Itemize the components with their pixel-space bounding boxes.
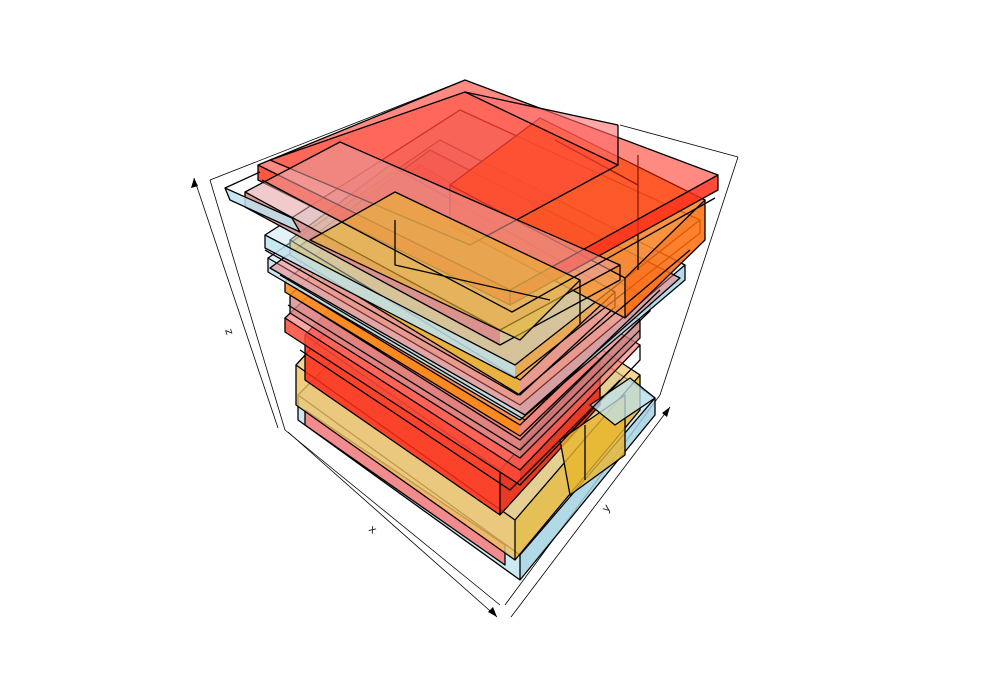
box-stack bbox=[224, 79, 719, 581]
frame-edge-left bbox=[209, 179, 286, 431]
box-right-blue-step bbox=[589, 377, 656, 426]
x-axis-line bbox=[287, 431, 498, 618]
x-axis-label: x bbox=[366, 522, 380, 536]
frame-edge-bottom-left bbox=[284, 429, 501, 606]
y-axis-arrow bbox=[662, 407, 670, 417]
box-top-blue bbox=[224, 171, 301, 233]
frame-edge-right bbox=[659, 156, 739, 396]
z-axis-line bbox=[193, 177, 279, 429]
strata-lines bbox=[261, 179, 716, 491]
frame-edge-top-right bbox=[619, 124, 739, 158]
y-axis-line bbox=[510, 406, 671, 618]
z-axis-arrow bbox=[191, 178, 198, 188]
frame-edge-top-left bbox=[209, 79, 466, 181]
y-axis-label: y bbox=[599, 501, 614, 515]
x-axis-arrow bbox=[488, 607, 497, 617]
box-inner-gold bbox=[309, 191, 581, 341]
z-axis-label: z bbox=[222, 327, 236, 337]
